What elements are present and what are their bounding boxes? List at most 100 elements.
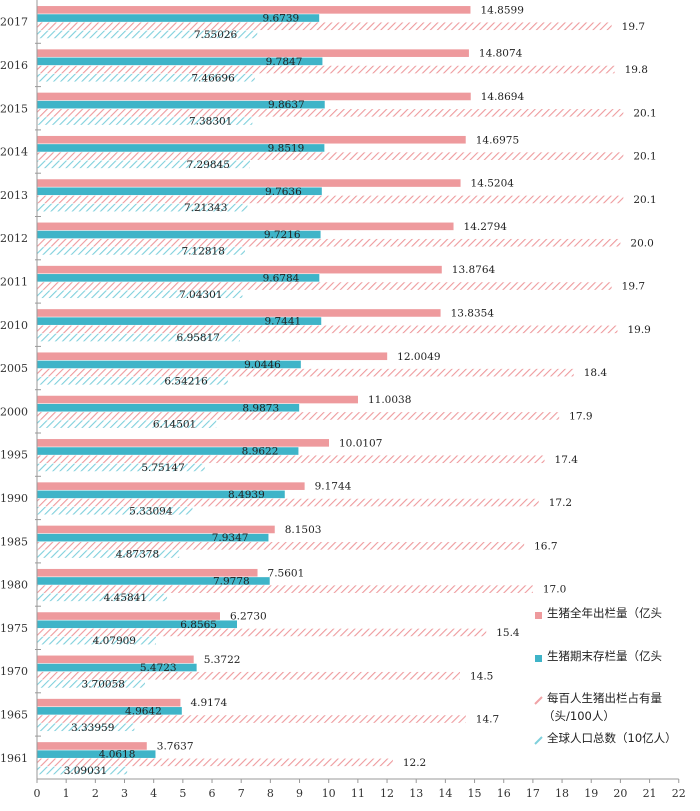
data-label-series3-year-2012: 20.0 (630, 237, 653, 249)
data-label-series3-year-1995: 17.4 (555, 454, 579, 466)
bar-series1-year-2017 (37, 6, 471, 14)
y-tick-label-year-2016: 2016 (0, 59, 28, 72)
data-label-series4-year-1995: 5.75147 (141, 462, 184, 474)
data-label-series1-year-1975: 6.2730 (230, 611, 267, 623)
data-label-series2-year-2000: 8.9873 (242, 402, 279, 414)
data-label-series1-year-1961: 3.7637 (157, 740, 194, 752)
bar-series4-year-2014 (37, 160, 250, 169)
data-label-series4-year-1980: 4.45841 (104, 592, 147, 604)
bar-series2-year-2005 (37, 360, 301, 369)
bar-series1-year-2014 (37, 135, 466, 144)
data-label-series1-year-2013: 14.5204 (471, 178, 515, 190)
x-tick-label-19: 19 (584, 787, 598, 800)
data-label-series3-year-2005: 18.4 (584, 367, 608, 379)
data-label-series3-year-2011: 19.7 (622, 281, 645, 293)
bar-series4-year-2012 (37, 247, 245, 255)
bar-series2-year-1990 (37, 490, 285, 499)
bar-series2-year-2011 (37, 274, 320, 282)
data-label-series4-year-2015: 7.38301 (189, 116, 232, 128)
bar-series1-year-1975 (37, 612, 220, 620)
y-tick-label-year-1990: 1990 (0, 492, 28, 505)
data-label-series1-year-1995: 10.0107 (339, 437, 382, 449)
bar-series4-year-1975 (37, 636, 156, 645)
y-tick-label-year-1980: 1980 (0, 579, 28, 592)
data-label-series3-year-2013: 20.1 (633, 194, 656, 206)
data-label-series1-year-2016: 14.8074 (479, 48, 523, 60)
x-tick-label-7: 7 (238, 787, 245, 800)
x-tick-label-8: 8 (267, 787, 274, 800)
bar-series2-year-2015 (37, 100, 325, 109)
bar-series3-year-2011 (37, 282, 612, 290)
bar-series4-year-1965 (37, 723, 135, 732)
data-label-series4-year-1975: 4.07909 (93, 635, 136, 647)
bar-series3-year-2010 (37, 325, 618, 334)
data-label-series2-year-1995: 8.9622 (242, 446, 279, 458)
bar-series3-year-2016 (37, 65, 615, 74)
bar-series4-year-1970 (37, 680, 145, 688)
y-tick-label-year-1961: 1961 (0, 752, 28, 765)
bar-series2-year-2017 (37, 14, 320, 22)
bar-series3-year-2012 (37, 238, 621, 247)
bar-series3-year-1965 (37, 715, 466, 723)
bar-series2-year-2000 (37, 403, 300, 412)
bar-series3-year-1975 (37, 628, 487, 637)
data-label-series3-year-1990: 17.2 (549, 497, 572, 509)
y-tick-label-year-2012: 2012 (0, 232, 28, 245)
legend-label-series2: 生猪期末存栏量（亿头 (547, 649, 662, 663)
bar-series4-year-1985 (37, 550, 180, 558)
data-label-series3-year-2000: 17.9 (569, 410, 592, 422)
legend-label-series3-line2: （头/100人） (543, 709, 615, 723)
data-label-series1-year-1985: 8.1503 (285, 524, 322, 536)
legend-label-series3-line1: 每百人生猪出栏占有量 (547, 691, 662, 705)
x-tick-label-11: 11 (351, 787, 365, 800)
data-label-series2-year-2011: 9.6784 (263, 272, 300, 284)
bar-series3-year-1970 (37, 671, 460, 680)
data-label-series2-year-2016: 9.7847 (266, 56, 303, 68)
bar-series4-year-2011 (37, 290, 243, 299)
bar-series1-year-2010 (37, 309, 441, 317)
y-tick-label-year-2011: 2011 (0, 275, 28, 288)
bar-series1-year-2015 (37, 92, 471, 101)
data-label-series1-year-2000: 11.0038 (368, 394, 411, 406)
x-tick-label-2: 2 (92, 787, 99, 800)
data-label-series2-year-1975: 6.8565 (180, 619, 217, 631)
bar-series3-year-2017 (37, 22, 612, 31)
bar-series1-year-2013 (37, 179, 461, 187)
data-label-series2-year-2005: 9.0446 (244, 359, 281, 371)
data-label-series2-year-2010: 9.7441 (264, 316, 301, 328)
bar-series2-year-2014 (37, 144, 325, 152)
x-tick-label-22: 22 (672, 787, 686, 800)
data-label-series4-year-2011: 7.04301 (179, 289, 222, 301)
bar-series3-year-1980 (37, 585, 533, 593)
bar-series3-year-2000 (37, 412, 560, 420)
data-label-series2-year-1970: 5.4723 (140, 662, 177, 674)
bars-layer: 14.8599 9.6739 19.7 7.55026 14.8074 9.7847 19.… (37, 4, 657, 777)
bar-series3-year-2013 (37, 195, 624, 204)
data-label-series3-year-1980: 17.0 (543, 584, 566, 596)
data-label-series4-year-1985: 4.87378 (116, 549, 159, 561)
x-tick-label-16: 16 (497, 787, 511, 800)
data-label-series3-year-1970: 14.5 (470, 670, 493, 682)
bar-series4-year-2013 (37, 203, 248, 212)
x-tick-label-3: 3 (121, 787, 128, 800)
bar-series1-year-1985 (37, 525, 275, 534)
data-label-series4-year-2014: 7.29845 (186, 159, 229, 171)
data-label-series1-year-2017: 14.8599 (480, 4, 523, 16)
legend-label-series4: 全球人口总数（10亿人） (547, 731, 677, 745)
bar-series2-year-2016 (37, 57, 323, 66)
data-label-series3-year-1975: 15.4 (496, 627, 520, 639)
bar-series1-year-1965 (37, 698, 181, 707)
data-label-series2-year-2014: 9.8519 (268, 142, 305, 154)
data-label-series4-year-2000: 6.14501 (153, 419, 196, 431)
x-tick-label-4: 4 (150, 787, 157, 800)
x-tick-label-6: 6 (209, 787, 216, 800)
bar-series4-year-2010 (37, 333, 240, 342)
y-tick-label-year-1965: 1965 (0, 708, 28, 721)
x-tick-label-15: 15 (468, 787, 482, 800)
y-tick-label-year-2017: 2017 (0, 16, 28, 29)
data-label-series2-year-2015: 9.8637 (268, 99, 305, 111)
bar-series2-year-2012 (37, 230, 321, 239)
y-tick-label-year-2015: 2015 (0, 102, 28, 115)
data-label-series3-year-2014: 20.1 (633, 151, 656, 163)
